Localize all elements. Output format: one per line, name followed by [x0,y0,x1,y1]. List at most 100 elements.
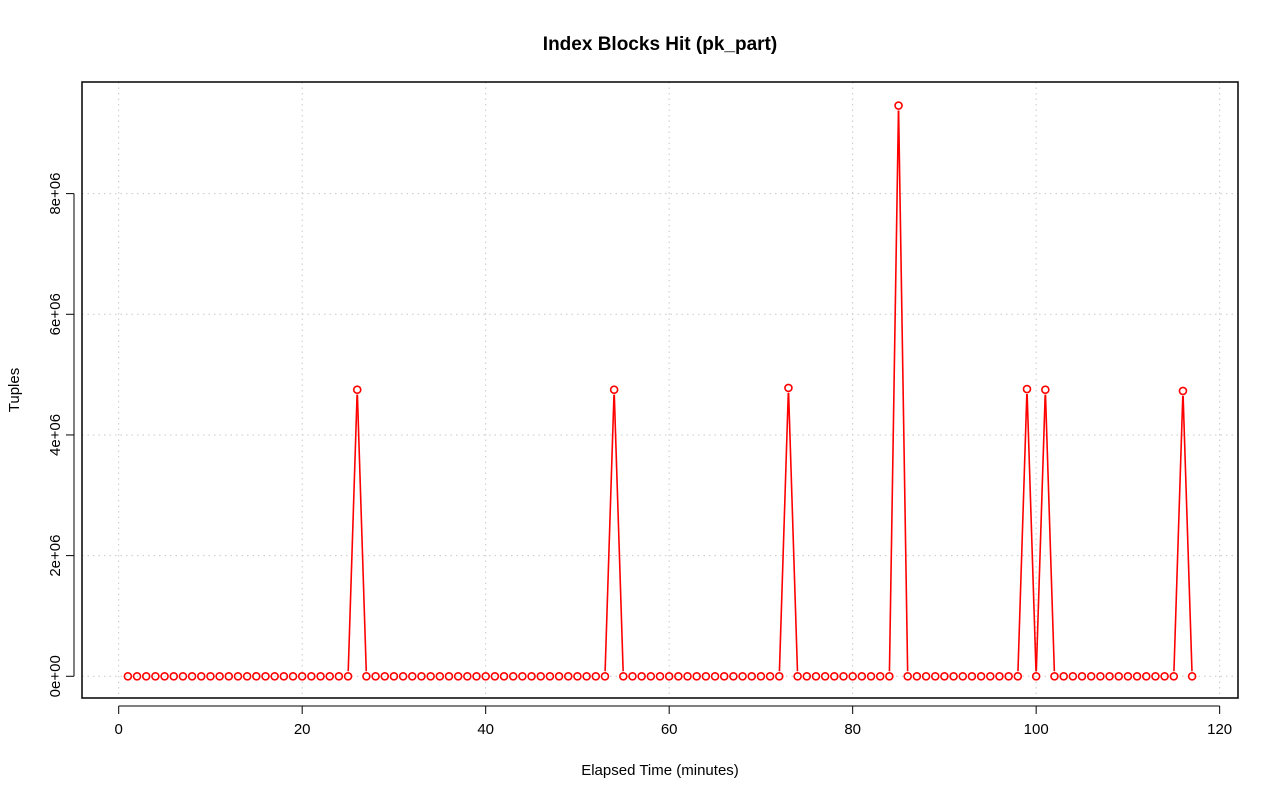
data-point [545,671,555,681]
data-point [710,671,720,681]
data-point [674,671,683,681]
data-point [756,671,766,681]
y-axis-label: Tuples [6,368,23,412]
data-point [1132,671,1142,681]
y-tick-label: 6e+06 [47,293,64,335]
data-point [1050,671,1059,681]
data-point [1086,671,1096,681]
data-point [1141,671,1151,681]
chart-title: Index Blocks Hit (pk_part) [543,34,777,55]
line-segment [778,392,790,672]
data-point [398,671,408,681]
series-line [347,110,1193,672]
data-point [233,671,243,681]
data-point [132,671,142,681]
data-point [582,671,591,681]
line-segment [787,392,799,672]
line-segment [347,394,358,672]
data-point [297,671,307,681]
data-point [600,671,610,681]
data-point [1114,671,1124,681]
data-point [518,671,527,681]
data-point [453,671,463,681]
x-axis: 0 20 40 60 80 100 120 [115,705,1232,738]
line-segment [888,110,900,672]
data-point [591,671,601,681]
data-point [1022,384,1032,394]
data-point [288,671,298,681]
data-point [417,671,426,681]
data-point [151,671,160,681]
data-point [820,671,830,681]
data-point [637,671,646,681]
data-point [701,671,711,681]
data-point [1068,671,1078,681]
data-point [270,671,279,681]
data-point [1013,671,1023,681]
data-point [352,385,362,394]
data-point [334,671,344,681]
x-tick-label: 40 [477,721,494,738]
line-segment [1026,394,1037,672]
y-axis: 0e+00 2e+06 4e+06 6e+06 8e+06 [47,173,75,697]
data-point [563,671,573,681]
data-point [215,671,224,681]
data-point [536,671,546,681]
data-point [389,671,399,681]
data-point [123,671,133,681]
data-point [261,671,270,681]
data-point [141,671,151,681]
data-point [765,671,775,681]
x-tick-label: 0 [115,721,123,738]
data-point [499,671,509,681]
data-point [325,671,335,681]
plot-frame [81,81,1239,699]
data-point [885,671,894,681]
data-point [362,671,371,681]
data-point [472,671,481,681]
y-tick-label: 2e+06 [47,535,64,577]
data-point [371,671,380,681]
data-point [774,671,784,681]
data-point [985,671,995,681]
data-point [664,671,674,681]
data-point [380,671,390,681]
x-tick-label: 20 [294,721,311,738]
data-point [958,671,968,681]
data-point [481,671,490,681]
data-point [444,671,454,681]
data-point [894,101,903,110]
data-point [554,671,564,681]
data-point [628,671,637,681]
data-point [307,671,316,681]
data-point [279,671,289,681]
data-point [976,671,986,681]
y-tick-label: 0e+00 [47,655,64,697]
data-point [343,671,353,681]
data-point [426,671,435,681]
data-point [811,671,821,681]
line-segment [1182,395,1193,672]
data-point [692,671,701,681]
data-point [930,671,940,681]
data-point [683,671,692,681]
x-tick-label: 120 [1207,721,1232,738]
data-point [252,671,261,681]
x-axis-label: Elapsed Time (minutes) [581,762,739,779]
data-point [903,671,913,681]
data-point [784,383,793,393]
data-point [848,671,857,681]
data-point [1169,671,1179,681]
x-tick-label: 100 [1024,721,1049,738]
data-point [224,671,234,681]
data-point [1151,671,1160,681]
line-segment [1173,395,1184,672]
data-point [646,671,656,681]
data-point [527,671,536,681]
data-point [655,671,665,681]
data-point [1123,671,1133,681]
data-point [206,671,215,681]
data-point [949,671,958,681]
line-segment [897,110,909,672]
